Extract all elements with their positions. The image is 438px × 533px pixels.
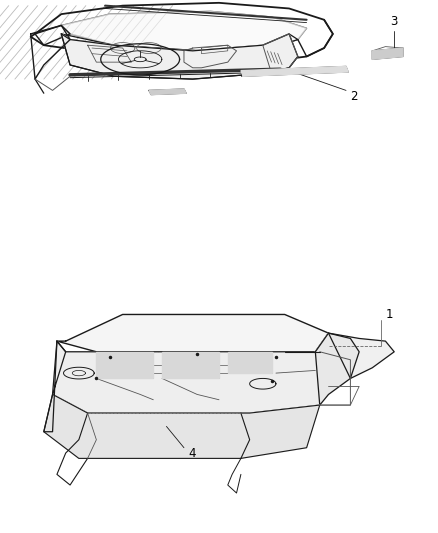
- Polygon shape: [162, 352, 219, 378]
- Polygon shape: [228, 352, 272, 373]
- Polygon shape: [44, 394, 320, 458]
- Text: 4: 4: [188, 447, 196, 459]
- Polygon shape: [149, 89, 186, 95]
- Text: 1: 1: [385, 308, 393, 321]
- Polygon shape: [53, 333, 328, 413]
- Polygon shape: [241, 67, 348, 76]
- Polygon shape: [328, 333, 394, 378]
- Text: 2: 2: [350, 90, 358, 102]
- Polygon shape: [315, 333, 359, 405]
- Polygon shape: [57, 314, 328, 352]
- Text: 3: 3: [391, 15, 398, 28]
- Polygon shape: [61, 34, 298, 79]
- Polygon shape: [96, 352, 153, 378]
- Polygon shape: [61, 11, 307, 51]
- Polygon shape: [372, 48, 403, 59]
